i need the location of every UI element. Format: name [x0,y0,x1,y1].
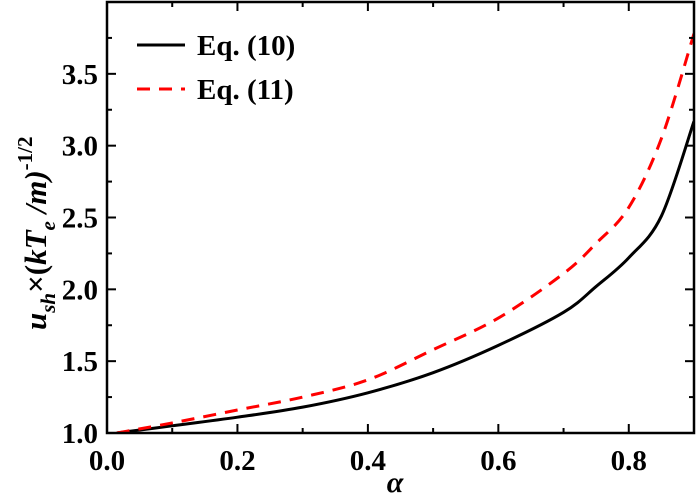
y-label-sub-e: e [36,221,60,230]
y-label-m: /m) [18,170,53,221]
y-label-u: u [18,313,53,330]
y-axis: 1.0 1.5 2.0 2.5 3.0 3.5 [62,1,694,450]
y-tick-label: 3.0 [62,131,98,163]
legend-label-eq10: Eq. (10) [197,30,295,62]
y-tick-label: 3.5 [62,59,98,91]
x-axis: 0.0 0.2 0.4 0.6 0.8 [89,2,695,477]
series-line-eq10 [116,120,694,433]
x-tick-label: 0.8 [611,445,647,477]
x-tick-label: 0.6 [480,445,516,477]
y-tick-label: 2.5 [62,203,98,235]
x-tick-label: 0.2 [219,445,255,477]
y-axis-label: ush×(kTe /m)-1/2 [13,136,60,330]
x-axis-label: α [387,466,404,497]
series-layer [116,33,694,433]
y-tick-label: 2.0 [62,274,98,306]
series-line-eq11 [116,33,694,433]
legend-label-eq11: Eq. (11) [197,74,294,106]
plot-frame [105,0,696,435]
x-tick-label: 0.0 [89,445,125,477]
y-tick-label: 1.5 [62,346,98,378]
legend: Eq. (10) Eq. (11) [137,30,295,106]
y-tick-label: 1.0 [62,418,98,450]
y-label-times: ×( [18,265,53,293]
y-label-sup: -1/2 [13,136,37,170]
svg-text:ush×(kTe /m)-1/2: ush×(kTe /m)-1/2 [13,136,60,330]
y-label-sub-sh: sh [36,293,60,314]
x-tick-label: 0.4 [350,445,386,477]
y-label-kT: kT [18,229,53,265]
